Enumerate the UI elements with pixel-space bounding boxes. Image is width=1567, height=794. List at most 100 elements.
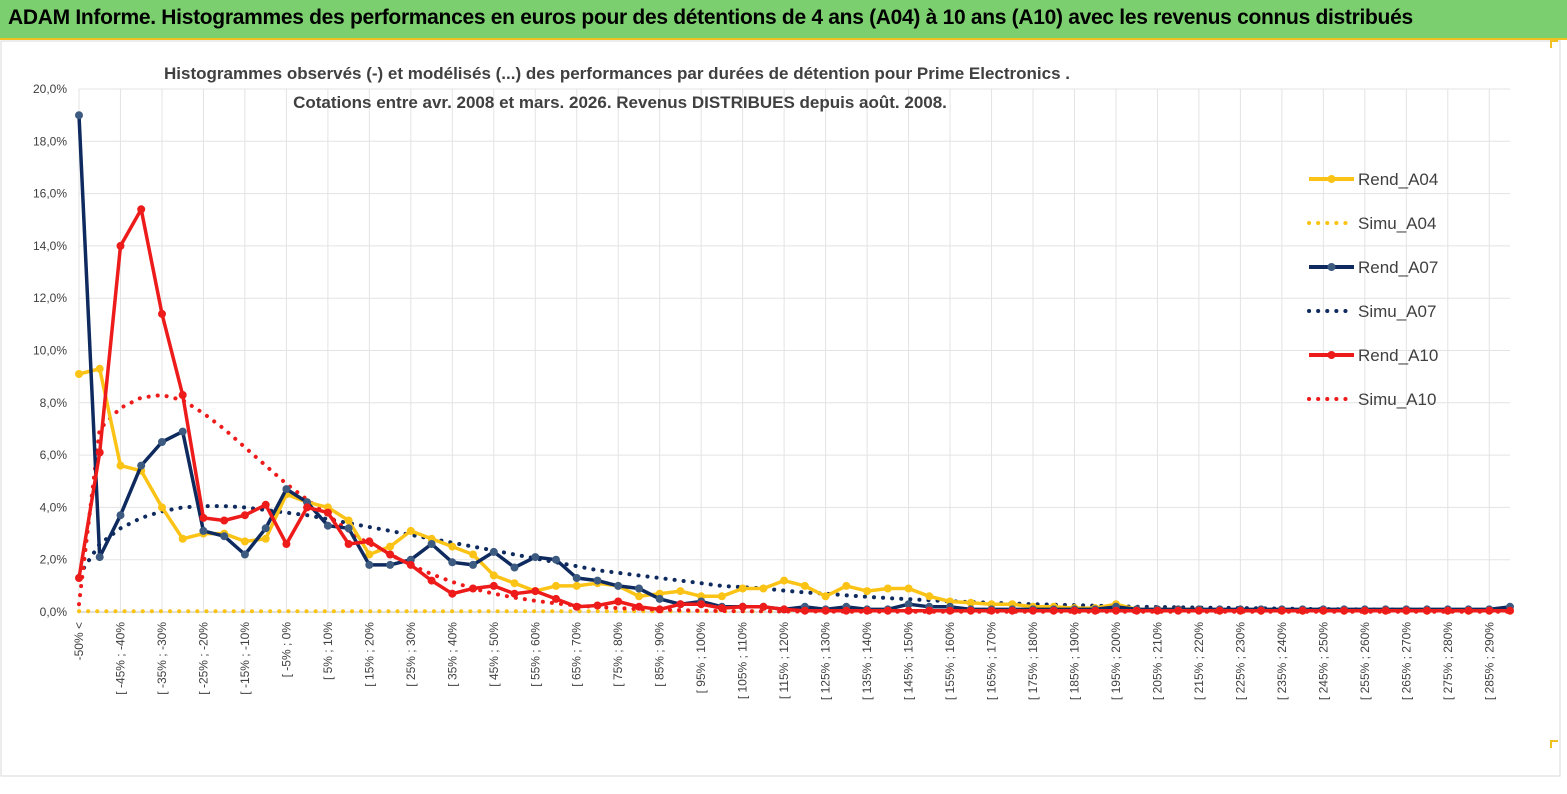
- data-point: [1443, 606, 1452, 615]
- data-point: [448, 542, 457, 551]
- x-tick-label: [ -15% ; -10%: [238, 622, 252, 695]
- x-tick-label: [ 35% ; 40%: [445, 622, 459, 687]
- data-point: [883, 584, 892, 593]
- data-point: [178, 427, 187, 436]
- data-point: [946, 606, 954, 615]
- x-tick-label: [ 245% ; 250%: [1316, 622, 1330, 700]
- report-title: ADAM Informe. Histogrammes des performan…: [8, 6, 1413, 29]
- y-tick-label: 6,0%: [40, 448, 68, 462]
- x-tick-label: [ 115% ; 120%: [777, 622, 791, 699]
- x-tick-label: [ -25% ; -20%: [196, 622, 210, 695]
- legend: Rend_A04 Simu_A04 Rend_A07 Simu_A07 Rend_A10…: [1307, 170, 1438, 409]
- data-point: [240, 537, 249, 546]
- data-point: [240, 550, 249, 559]
- y-tick-label: 20,0%: [33, 82, 67, 96]
- legend-marker: [1327, 351, 1336, 359]
- data-point: [510, 579, 519, 588]
- data-point: [95, 364, 104, 373]
- frame-corner-mark: [1550, 740, 1558, 748]
- legend-label: Rend_A07: [1358, 258, 1438, 277]
- data-point: [510, 589, 519, 598]
- data-point: [904, 600, 913, 609]
- legend-item: Simu_A04: [1307, 214, 1436, 233]
- legend-marker: [1327, 263, 1336, 271]
- data-point: [469, 550, 477, 559]
- data-point: [842, 606, 851, 615]
- x-tick-label: [ 95% ; 100%: [694, 622, 708, 694]
- data-point: [220, 532, 229, 541]
- series-line: [77, 504, 1512, 613]
- data-point: [1277, 606, 1286, 615]
- data-point: [593, 576, 602, 585]
- data-point: [75, 574, 83, 582]
- data-point: [1298, 606, 1307, 615]
- data-point: [1132, 606, 1141, 615]
- data-point: [572, 574, 581, 582]
- legend-item: Rend_A10: [1309, 346, 1438, 365]
- data-point: [282, 540, 291, 548]
- data-point: [427, 540, 436, 548]
- data-point: [116, 241, 125, 250]
- y-tick-label: 14,0%: [33, 239, 67, 253]
- legend-item: Simu_A07: [1307, 302, 1436, 321]
- data-point: [406, 526, 415, 535]
- data-point: [1381, 606, 1390, 615]
- data-point: [842, 581, 851, 590]
- data-point: [780, 605, 789, 614]
- data-point: [925, 606, 934, 615]
- data-point: [220, 516, 229, 525]
- data-point: [800, 606, 809, 615]
- data-point: [676, 600, 685, 609]
- x-tick-label: [ 185% ; 190%: [1067, 622, 1081, 700]
- legend-label: Simu_A04: [1358, 214, 1436, 233]
- x-tick-label: [ 85% ; 90%: [653, 622, 667, 687]
- data-point: [800, 581, 809, 590]
- x-tick-label: [ 55% ; 60%: [528, 622, 542, 687]
- data-point: [510, 563, 519, 572]
- data-point: [261, 500, 270, 509]
- x-tick-label: [ 5% ; 10%: [321, 622, 335, 680]
- data-point: [448, 558, 457, 567]
- data-point: [1319, 606, 1328, 615]
- legend-item: Rend_A07: [1309, 258, 1438, 277]
- data-point: [344, 516, 353, 525]
- data-point: [1360, 606, 1369, 615]
- legend-marker: [1327, 175, 1336, 183]
- data-point: [780, 576, 789, 585]
- x-tick-label: [ 255% ; 260%: [1358, 622, 1372, 700]
- data-point: [323, 508, 332, 517]
- data-point: [1485, 606, 1494, 615]
- data-point: [344, 540, 353, 548]
- y-tick-label: 2,0%: [40, 553, 68, 567]
- x-tick-label: [ 175% ; 180%: [1026, 622, 1040, 700]
- y-tick-label: 12,0%: [33, 291, 67, 305]
- data-point: [1236, 606, 1245, 615]
- data-point: [863, 606, 872, 615]
- x-tick-label: [ 15% ; 20%: [362, 622, 376, 687]
- data-point: [614, 597, 623, 606]
- data-point: [158, 309, 166, 318]
- data-point: [1506, 606, 1514, 615]
- x-tick-label: [ 225% ; 230%: [1233, 622, 1247, 700]
- x-tick-label: [ 215% ; 220%: [1192, 622, 1206, 700]
- x-tick-label: -50% <: [72, 622, 86, 660]
- data-point: [158, 503, 166, 512]
- data-point: [75, 111, 83, 120]
- data-point: [386, 560, 395, 569]
- legend-item: Rend_A04: [1309, 170, 1438, 189]
- data-point: [1070, 606, 1079, 615]
- data-point: [1091, 606, 1100, 615]
- data-point: [572, 602, 581, 611]
- data-point: [386, 550, 395, 559]
- data-point: [158, 438, 166, 446]
- data-point: [489, 581, 498, 590]
- data-point: [883, 606, 892, 615]
- data-point: [344, 524, 353, 533]
- y-tick-label: 8,0%: [40, 396, 68, 410]
- data-point: [655, 594, 664, 603]
- x-tick-label: [ -45% ; -40%: [113, 622, 127, 695]
- x-tick-label: [ 205% ; 210%: [1150, 622, 1164, 700]
- data-point: [469, 560, 477, 569]
- data-point: [261, 534, 270, 543]
- legend-label: Simu_A07: [1358, 302, 1436, 321]
